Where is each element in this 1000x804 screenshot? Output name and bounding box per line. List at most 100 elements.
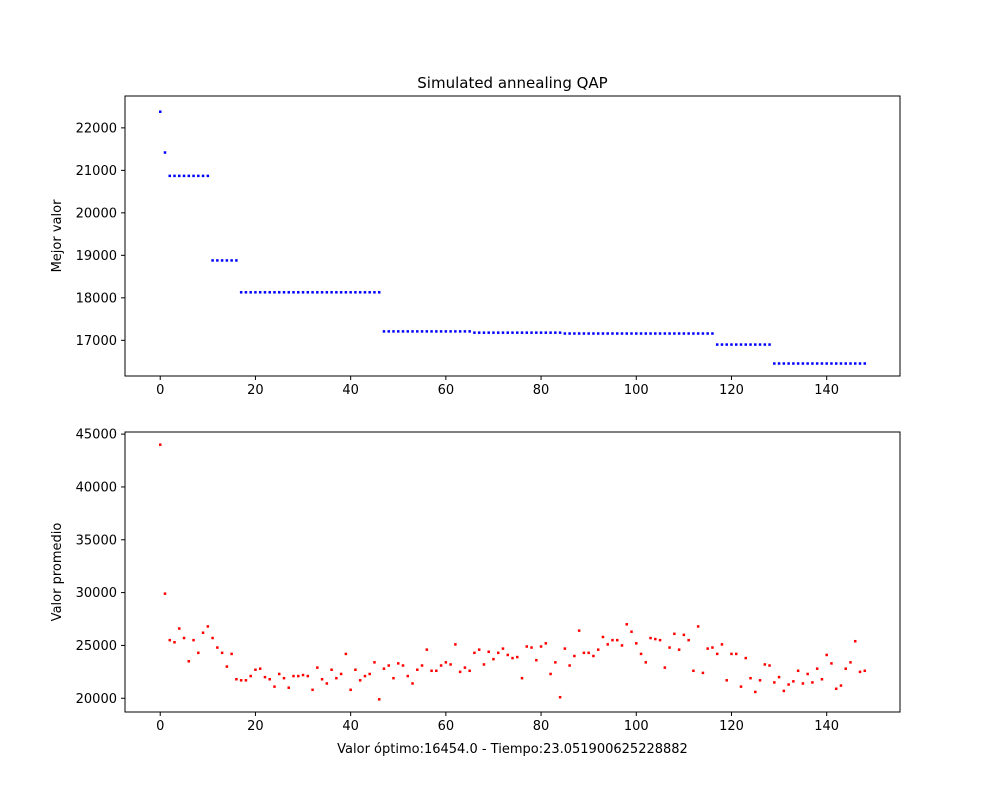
top-data-point (320, 291, 324, 294)
bottom-data-point (392, 676, 395, 680)
bottom-data-point (397, 662, 400, 665)
bottom-x-axis-label: Valor óptimo:16454.0 - Tiempo:23.0519006… (337, 742, 688, 757)
top-data-point (806, 362, 809, 365)
bottom-data-point (458, 670, 462, 674)
bottom-data-point (330, 668, 333, 671)
bottom-data-point (706, 647, 709, 650)
bottom-data-point (325, 682, 329, 685)
bottom-data-point (811, 681, 814, 684)
top-data-point (263, 291, 267, 294)
bottom-data-point (487, 650, 490, 654)
top-data-point (211, 259, 214, 262)
top-data-point (354, 291, 357, 294)
bottom-data-point (249, 674, 252, 678)
top-data-point (435, 330, 438, 333)
top-data-point (549, 331, 552, 334)
bottom-series (158, 443, 867, 701)
top-data-point (363, 291, 367, 294)
chart-title: Simulated annealing QAP (417, 74, 607, 92)
top-data-point (587, 332, 590, 335)
bottom-data-point (168, 638, 171, 642)
bottom-data-point (244, 679, 248, 682)
top-data-point (530, 331, 533, 334)
bottom-data-point (654, 637, 657, 641)
bottom-x-tick-label: 60 (438, 719, 455, 734)
top-data-point (235, 259, 238, 262)
bottom-data-point (635, 642, 638, 645)
bottom-data-point (549, 672, 552, 676)
top-data-point (158, 110, 162, 113)
bottom-data-point (382, 667, 386, 670)
bottom-y-tick-label: 40000 (76, 480, 117, 495)
bottom-data-point (558, 695, 562, 699)
bottom-data-point (830, 662, 833, 665)
bottom-data-point (197, 651, 200, 655)
bottom-x-tick-label: 80 (533, 719, 550, 734)
bottom-data-point (520, 676, 524, 680)
bottom-data-point (754, 690, 757, 694)
top-data-point (801, 362, 805, 365)
top-data-point (373, 291, 376, 294)
bottom-data-point (539, 645, 543, 648)
top-data-point (406, 330, 410, 333)
bottom-data-point (749, 676, 752, 680)
top-data-point (516, 331, 519, 334)
top-x-tick-label: 0 (156, 383, 164, 398)
top-data-point (297, 291, 300, 294)
top-data-point (439, 330, 443, 333)
top-data-point (173, 174, 176, 178)
top-data-point (582, 332, 586, 335)
bottom-data-point (273, 685, 276, 688)
bottom-data-point (192, 638, 195, 642)
bottom-data-point (568, 664, 571, 667)
top-y-tick-label: 18000 (76, 291, 117, 306)
bottom-data-point (563, 647, 567, 650)
top-data-point (377, 291, 381, 294)
top-data-point (577, 332, 581, 335)
bottom-data-point (430, 669, 433, 673)
bottom-data-point (792, 680, 795, 683)
top-data-point (454, 330, 457, 333)
top-data-point (749, 343, 752, 346)
bottom-data-point (363, 674, 367, 678)
top-data-point (325, 291, 329, 294)
bottom-data-point (201, 631, 205, 634)
bottom-data-point (277, 672, 281, 676)
top-data-point (192, 174, 195, 178)
bottom-data-point (187, 660, 191, 663)
bottom-data-point (258, 667, 262, 670)
top-data-point (216, 259, 219, 262)
top-data-point (411, 330, 414, 333)
bottom-data-point (254, 668, 257, 671)
bottom-data-point (777, 675, 781, 679)
top-x-tick-label: 100 (624, 383, 649, 398)
top-data-point (425, 330, 429, 333)
top-y-tick-label: 21000 (76, 164, 117, 179)
bottom-data-point (173, 641, 176, 644)
bottom-data-point (668, 646, 671, 649)
bottom-data-point (611, 638, 614, 642)
bottom-data-point (477, 648, 481, 651)
top-data-point (615, 332, 619, 335)
top-data-point (858, 362, 862, 365)
bottom-data-point (511, 656, 514, 660)
top-data-point (687, 332, 690, 335)
top-data-point (677, 332, 681, 335)
top-data-point (401, 330, 405, 333)
bottom-data-point (701, 671, 705, 675)
bottom-data-point (554, 661, 557, 664)
top-y-tick-label: 20000 (76, 206, 117, 221)
top-data-point (344, 291, 348, 294)
bottom-data-point (311, 688, 314, 692)
bottom-data-point (854, 639, 857, 643)
bottom-data-point (416, 668, 419, 671)
top-data-point (787, 362, 790, 365)
top-data-point (592, 332, 595, 335)
bottom-data-point (577, 629, 581, 632)
bottom-data-point (454, 643, 457, 646)
top-y-axis-label: Mejor valor (50, 199, 65, 272)
top-data-point (258, 291, 262, 294)
bottom-data-point (239, 679, 243, 682)
top-data-point (330, 291, 333, 294)
top-data-point (225, 259, 229, 262)
